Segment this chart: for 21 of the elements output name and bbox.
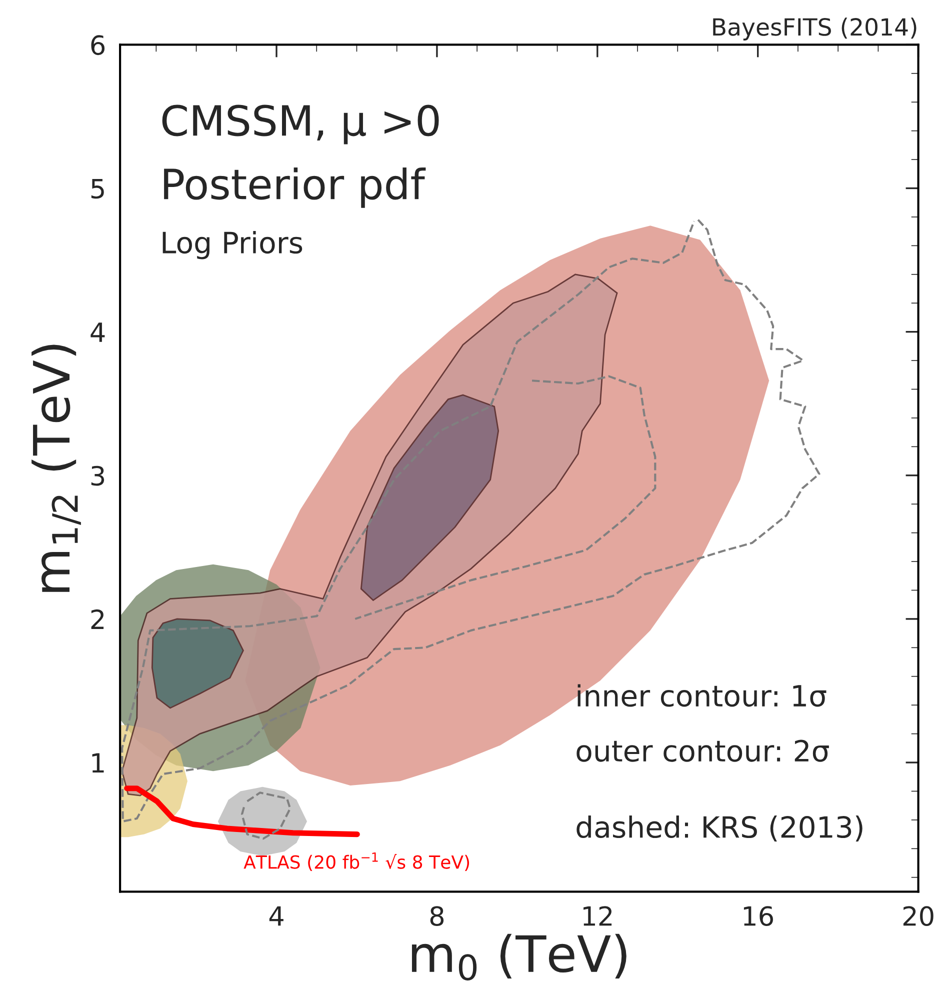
y-tick-label: 1: [92, 753, 104, 773]
y-axis-title: m$_{1/2}$ (TeV): [32, 344, 81, 592]
text: Posterior pdf: [164, 168, 426, 208]
x-tick-label: 12: [584, 906, 612, 926]
annotation: ATLAS (20 fb$^{−1}$ √s 8 TeV): [244, 852, 470, 872]
text: BayesFITS (2014): [713, 18, 916, 40]
y-tick-label: 4: [90, 322, 105, 342]
x-tick-label: 20: [903, 906, 934, 926]
annotation: inner contour: 1σ: [578, 684, 826, 707]
x-tick-label: 4: [269, 906, 284, 926]
annotation: dashed: KRS (2013): [576, 815, 862, 842]
y-tick-label: 3: [91, 466, 104, 486]
y-tick-label: 5: [91, 179, 104, 199]
annotation: outer contour: 2σ: [576, 740, 829, 762]
text: CMSSM, μ >0: [162, 104, 439, 144]
x-tick-label: 16: [744, 906, 773, 926]
y-tick-label: 6: [91, 35, 105, 56]
x-axis-title: m$_{0}$ (TeV): [412, 934, 626, 981]
y-tick-label: 2: [91, 609, 104, 629]
x-tick-label: 8: [430, 906, 444, 926]
annotation: Log Priors: [162, 231, 302, 260]
